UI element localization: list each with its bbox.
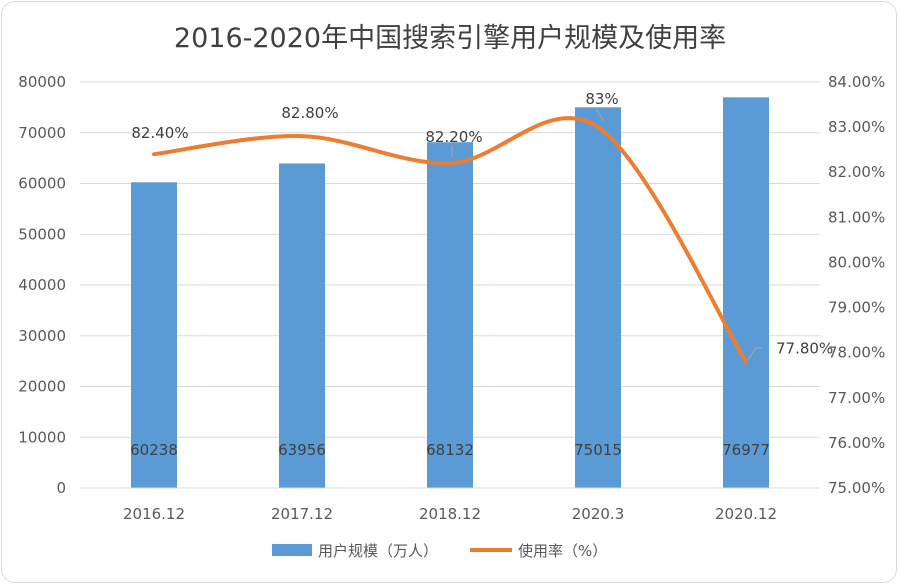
line-data-label: 77.80%	[776, 340, 833, 358]
line-data-label: 82.20%	[425, 128, 482, 146]
legend-bar-swatch	[272, 544, 312, 556]
x-tick-label: 2018.12	[419, 505, 481, 523]
legend-line-label: 使用率（%）	[518, 542, 607, 560]
legend-bar-label: 用户规模（万人）	[318, 542, 438, 560]
bar-data-label: 76977	[722, 441, 770, 459]
x-tick-label: 2020.12	[715, 505, 777, 523]
x-axis: 2016.12 2017.12 2018.12 2020.3 2020.12	[80, 487, 820, 523]
bar-data-labels: 60238 63956 68132 75015 76977	[130, 441, 770, 459]
chart-title: 2016-2020年中国搜索引擎用户规模及使用率	[174, 23, 726, 54]
line-data-labels: 82.40% 82.80% 82.20% 83% 77.80%	[131, 90, 833, 360]
bar	[131, 182, 177, 488]
x-tick-label: 2017.12	[271, 505, 333, 523]
y-right-tick-label: 80.00%	[828, 253, 885, 271]
y-left-tick-label: 0	[56, 479, 66, 497]
y-right-tick-label: 77.00%	[828, 389, 885, 407]
y-left-tick-label: 10000	[18, 428, 66, 446]
bar	[279, 163, 325, 489]
bar	[723, 97, 769, 488]
bar	[575, 107, 621, 488]
line-path	[152, 116, 748, 364]
bar-data-label: 75015	[574, 441, 622, 459]
y-right-tick-label: 78.00%	[828, 344, 885, 362]
y-right-tick-label: 79.00%	[828, 299, 885, 317]
y-right-tick-label: 83.00%	[828, 118, 885, 136]
line-data-label: 83%	[585, 90, 618, 108]
line-label-leader	[747, 347, 762, 360]
y-left-tick-label: 40000	[18, 276, 66, 294]
y-left-tick-label: 20000	[18, 378, 66, 396]
y-right-tick-label: 82.00%	[828, 163, 885, 181]
bar-data-label: 63956	[278, 441, 326, 459]
x-tick-label: 2016.12	[123, 505, 185, 523]
y-right-tick-label: 75.00%	[828, 479, 885, 497]
y-left-tick-label: 60000	[18, 175, 66, 193]
legend: 用户规模（万人） 使用率（%）	[272, 542, 607, 560]
y-right-tick-label: 76.00%	[828, 434, 885, 452]
y-left-tick-label: 80000	[18, 73, 66, 91]
line-data-label: 82.80%	[281, 104, 338, 122]
y-axis-right: 75.00% 76.00% 77.00% 78.00% 79.00% 80.00% 81.0…	[828, 73, 885, 497]
y-right-tick-label: 84.00%	[828, 73, 885, 91]
bar-data-label: 60238	[130, 441, 178, 459]
y-left-tick-label: 30000	[18, 327, 66, 345]
y-axis-left: 0 10000 20000 30000 40000 50000 60000 70000 8000…	[18, 73, 66, 497]
y-left-tick-label: 70000	[18, 124, 66, 142]
bar-series	[131, 97, 769, 489]
line-series	[152, 116, 748, 364]
line-label-leader	[595, 108, 605, 122]
line-data-label: 82.40%	[131, 124, 188, 142]
bar-data-label: 68132	[426, 441, 474, 459]
y-left-tick-label: 50000	[18, 225, 66, 243]
y-right-tick-label: 81.00%	[828, 208, 885, 226]
bar	[427, 142, 473, 488]
x-tick-label: 2020.3	[572, 505, 625, 523]
